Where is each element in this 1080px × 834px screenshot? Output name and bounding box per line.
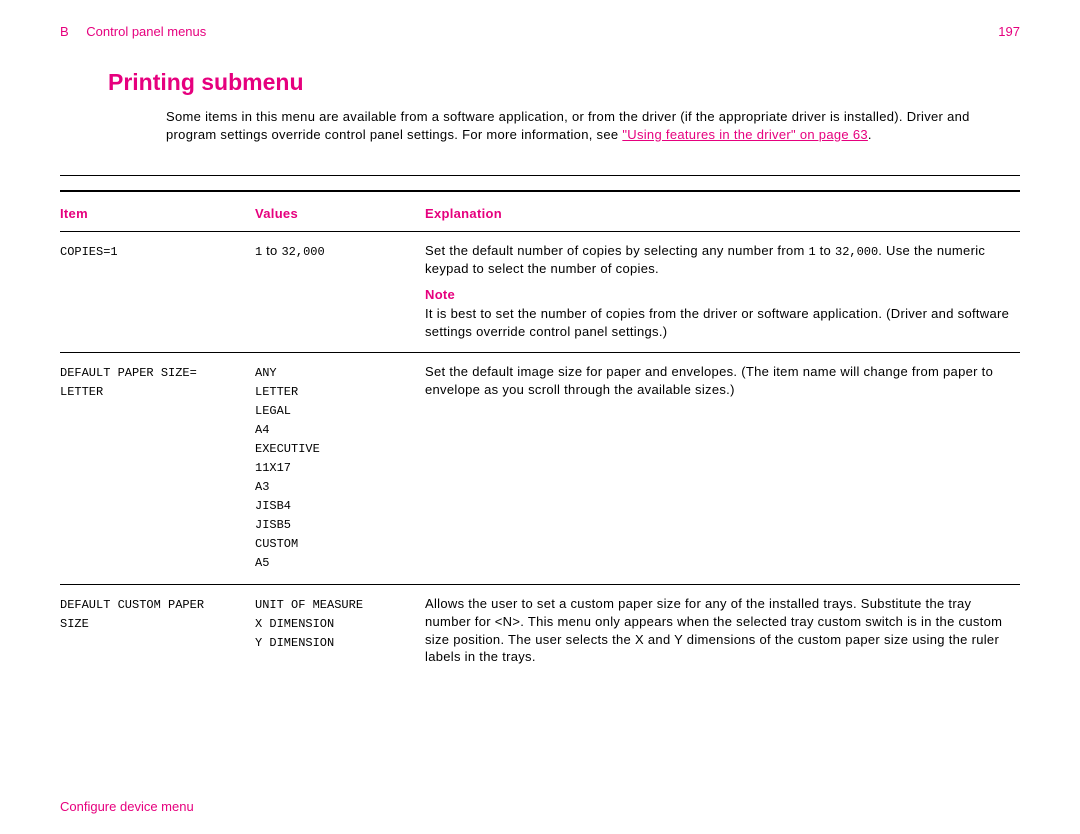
section-title: Control panel menus	[86, 24, 206, 39]
item-text: DEFAULT CUSTOM PAPER SIZE	[60, 598, 204, 631]
cell-values: UNIT OF MEASURE X DIMENSION Y DIMENSION	[255, 585, 425, 678]
note-label: Note	[425, 286, 1012, 304]
values-mono-2: 32,000	[281, 245, 324, 259]
cell-item: DEFAULT PAPER SIZE= LETTER	[60, 353, 255, 585]
values-list: ANY LETTER LEGAL A4 EXECUTIVE 11X17 A3 J…	[255, 366, 320, 570]
cell-item: COPIES=1	[60, 232, 255, 353]
page-number: 197	[998, 24, 1020, 39]
section-letter: B	[60, 24, 69, 39]
table-row: DEFAULT PAPER SIZE= LETTER ANY LETTER LE…	[60, 353, 1020, 585]
values-mid: to	[262, 243, 281, 258]
cell-item: DEFAULT CUSTOM PAPER SIZE	[60, 585, 255, 678]
intro-text-2: .	[868, 127, 872, 142]
item-text: DEFAULT PAPER SIZE= LETTER	[60, 366, 197, 399]
explanation-text: Set the default image size for paper and…	[425, 364, 993, 397]
item-text: COPIES=1	[60, 245, 118, 259]
submenu-table: Item Values Explanation COPIES=1 1 to 32…	[60, 192, 1020, 678]
page-title: Printing submenu	[108, 69, 1020, 96]
intro-paragraph: Some items in this menu are available fr…	[166, 108, 1020, 143]
cell-values: ANY LETTER LEGAL A4 EXECUTIVE 11X17 A3 J…	[255, 353, 425, 585]
breadcrumb: B Control panel menus	[60, 24, 206, 39]
cell-values: 1 to 32,000	[255, 232, 425, 353]
table-container: Item Values Explanation COPIES=1 1 to 32…	[60, 175, 1020, 678]
header-explanation: Explanation	[425, 192, 1020, 232]
explanation-p1: Set the default number of copies by sele…	[425, 242, 1012, 278]
header-values: Values	[255, 192, 425, 232]
footer-link[interactable]: Configure device menu	[60, 799, 194, 814]
header-item: Item	[60, 192, 255, 232]
explanation-text: Allows the user to set a custom paper si…	[425, 596, 1002, 664]
table-header-row: Item Values Explanation	[60, 192, 1020, 232]
cell-explanation: Allows the user to set a custom paper si…	[425, 585, 1020, 678]
note-text: It is best to set the number of copies f…	[425, 305, 1012, 340]
intro-link[interactable]: "Using features in the driver" on page 6…	[622, 127, 868, 142]
table-row: DEFAULT CUSTOM PAPER SIZE UNIT OF MEASUR…	[60, 585, 1020, 678]
values-list: UNIT OF MEASURE X DIMENSION Y DIMENSION	[255, 598, 363, 650]
divider-top	[60, 175, 1020, 176]
table-row: COPIES=1 1 to 32,000 Set the default num…	[60, 232, 1020, 353]
cell-explanation: Set the default number of copies by sele…	[425, 232, 1020, 353]
cell-explanation: Set the default image size for paper and…	[425, 353, 1020, 585]
page-header: B Control panel menus 197	[60, 24, 1020, 39]
